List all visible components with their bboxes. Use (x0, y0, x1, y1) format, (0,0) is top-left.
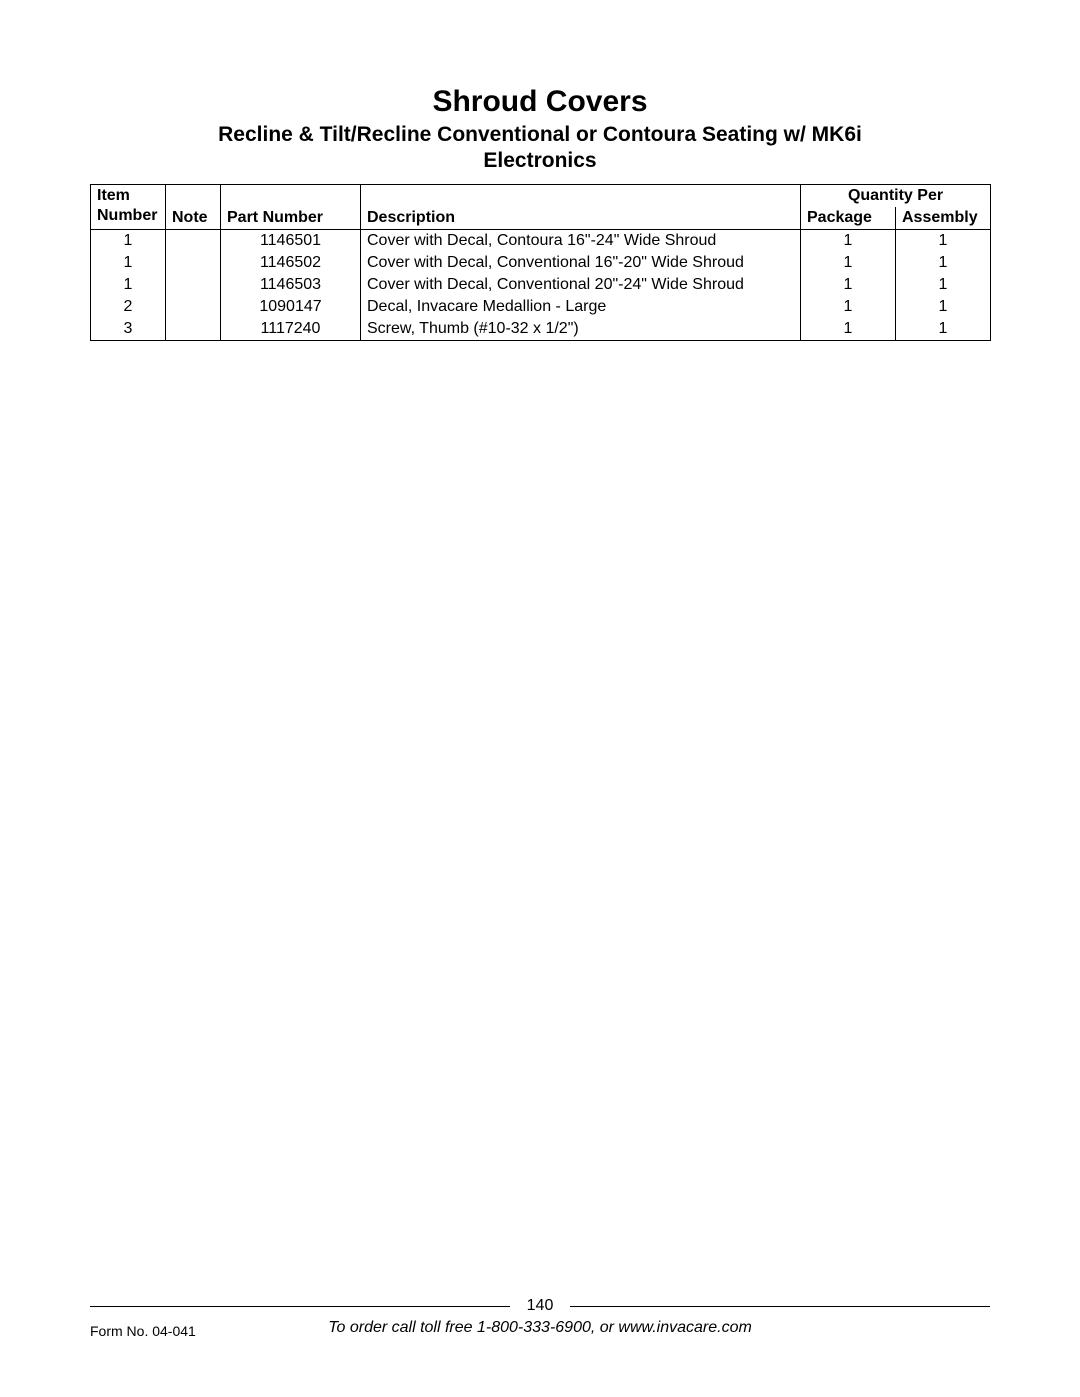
col-description: Description (361, 185, 801, 230)
col-note: Note (166, 185, 221, 230)
col-package: Package (801, 207, 896, 230)
col-item-number-l1: Item (97, 187, 130, 204)
table-row: 1 1146502 Cover with Decal, Conventional… (91, 252, 991, 274)
cell-note (166, 318, 221, 341)
footer-rule-left (90, 1306, 510, 1307)
col-item-number-l2: Number (97, 207, 157, 224)
table-row: 1 1146503 Cover with Decal, Conventional… (91, 274, 991, 296)
page-title: Shroud Covers (90, 85, 990, 120)
cell-item: 1 (91, 252, 166, 274)
cell-item: 3 (91, 318, 166, 341)
cell-desc: Cover with Decal, Conventional 20"-24" W… (361, 274, 801, 296)
col-quantity-per: Quantity Per (801, 185, 991, 208)
cell-desc: Screw, Thumb (#10-32 x 1/2") (361, 318, 801, 341)
cell-pkg: 1 (801, 230, 896, 253)
cell-pkg: 1 (801, 252, 896, 274)
col-item-number: Item Number (91, 185, 166, 230)
cell-item: 2 (91, 296, 166, 318)
cell-note (166, 274, 221, 296)
page: Shroud Covers Recline & Tilt/Recline Con… (0, 0, 1080, 1397)
table-row: 3 1117240 Screw, Thumb (#10-32 x 1/2") 1… (91, 318, 991, 341)
cell-asm: 1 (896, 296, 991, 318)
cell-asm: 1 (896, 230, 991, 253)
table-row: 1 1146501 Cover with Decal, Contoura 16"… (91, 230, 991, 253)
cell-asm: 1 (896, 252, 991, 274)
cell-asm: 1 (896, 318, 991, 341)
cell-part: 1146503 (221, 274, 361, 296)
order-info: To order call toll free 1-800-333-6900, … (90, 1319, 990, 1337)
col-part-number: Part Number (221, 185, 361, 230)
cell-pkg: 1 (801, 274, 896, 296)
col-assembly: Assembly (896, 207, 991, 230)
table-row: 2 1090147 Decal, Invacare Medallion - La… (91, 296, 991, 318)
cell-item: 1 (91, 230, 166, 253)
page-number: 140 (515, 1297, 566, 1315)
cell-note (166, 230, 221, 253)
cell-desc: Cover with Decal, Contoura 16"-24" Wide … (361, 230, 801, 253)
parts-table: Item Number Note Part Number Description… (90, 184, 991, 341)
footer-rule: 140 (90, 1297, 990, 1315)
page-subtitle: Recline & Tilt/Recline Conventional or C… (90, 122, 990, 175)
cell-asm: 1 (896, 274, 991, 296)
footer-rule-right (570, 1306, 990, 1307)
cell-note (166, 252, 221, 274)
cell-part: 1146501 (221, 230, 361, 253)
cell-part: 1146502 (221, 252, 361, 274)
cell-desc: Cover with Decal, Conventional 16"-20" W… (361, 252, 801, 274)
cell-desc: Decal, Invacare Medallion - Large (361, 296, 801, 318)
cell-note (166, 296, 221, 318)
parts-table-body: 1 1146501 Cover with Decal, Contoura 16"… (91, 230, 991, 341)
cell-item: 1 (91, 274, 166, 296)
cell-part: 1090147 (221, 296, 361, 318)
form-number: Form No. 04-041 (90, 1323, 196, 1339)
cell-part: 1117240 (221, 318, 361, 341)
cell-pkg: 1 (801, 318, 896, 341)
cell-pkg: 1 (801, 296, 896, 318)
subtitle-line-1: Recline & Tilt/Recline Conventional or C… (218, 123, 862, 146)
page-footer: 140 Form No. 04-041 To order call toll f… (90, 1297, 990, 1337)
subtitle-line-2: Electronics (483, 149, 596, 172)
